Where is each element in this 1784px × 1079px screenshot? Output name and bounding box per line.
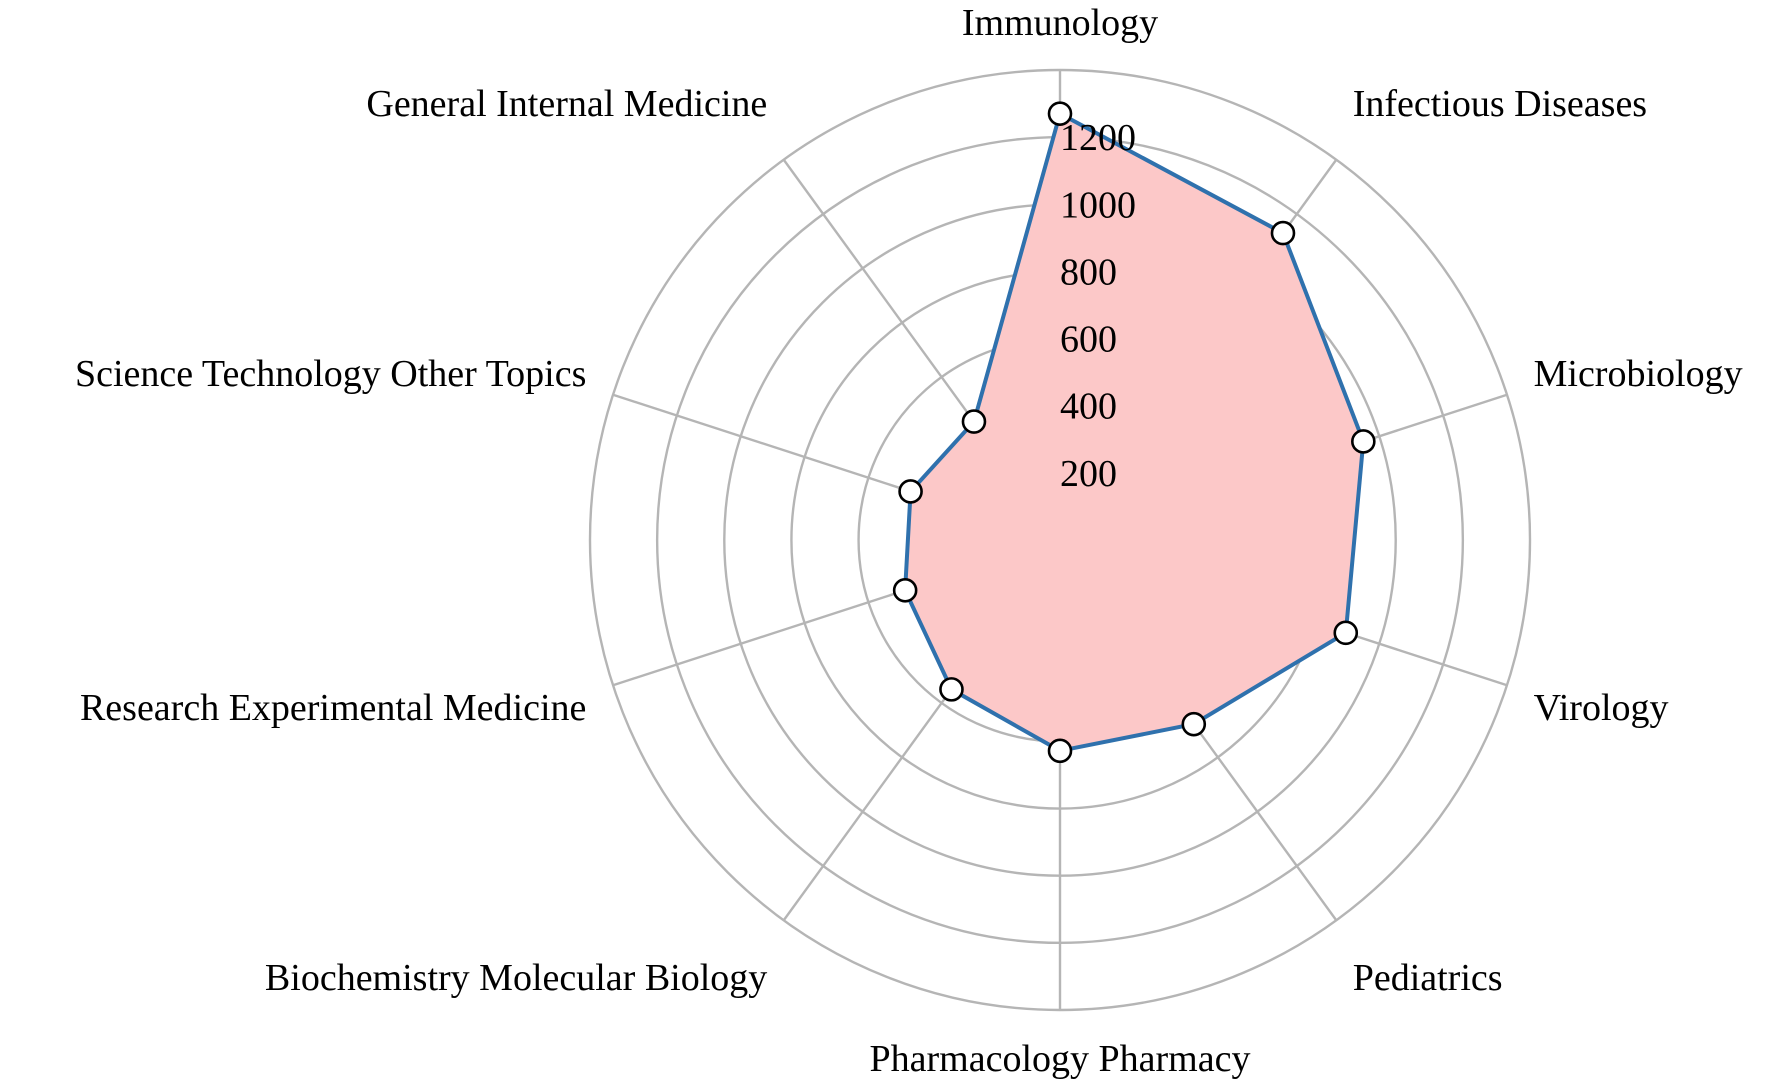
category-label-research-experimental-medicine: Research Experimental Medicine [80,687,586,729]
data-point-3 [1351,429,1376,454]
radial-tick-800: 800 [1060,251,1117,293]
data-point-4 [1333,620,1359,646]
category-label-virology: Virology [1534,687,1669,729]
data-point-6 [1047,738,1073,764]
radial-tick-1000: 1000 [1060,184,1136,226]
category-label-science-technology-other-topics: Science Technology Other Topics [75,353,586,395]
data-point-1 [1047,101,1073,126]
category-labels: Immunology Infectious Diseases Microbiolog… [75,2,1743,1079]
radial-tick-labels: 200 400 600 800 1000 1200 [1060,117,1136,495]
data-point-2 [1270,220,1296,246]
radial-tick-400: 400 [1060,386,1117,428]
data-point-8 [892,578,918,603]
data-point-7 [939,677,964,702]
data-point-10 [961,409,987,434]
category-label-immunology: Immunology [962,2,1158,44]
radial-tick-600: 600 [1060,319,1117,361]
category-label-pharmacology-pharmacy: Pharmacology Pharmacy [870,1038,1251,1079]
radar-series [892,101,1376,764]
category-label-microbiology: Microbiology [1534,353,1743,395]
category-label-pediatrics: Pediatrics [1353,957,1503,999]
category-label-biochemistry-molecular-biology: Biochemistry Molecular Biology [265,957,767,999]
radial-tick-1200: 1200 [1060,117,1136,159]
radial-tick-200: 200 [1060,453,1117,495]
category-label-general-internal-medicine: General Internal Medicine [366,83,767,125]
category-label-infectious-diseases: Infectious Diseases [1353,83,1647,125]
data-point-5 [1181,711,1207,737]
data-point-9 [898,479,923,504]
